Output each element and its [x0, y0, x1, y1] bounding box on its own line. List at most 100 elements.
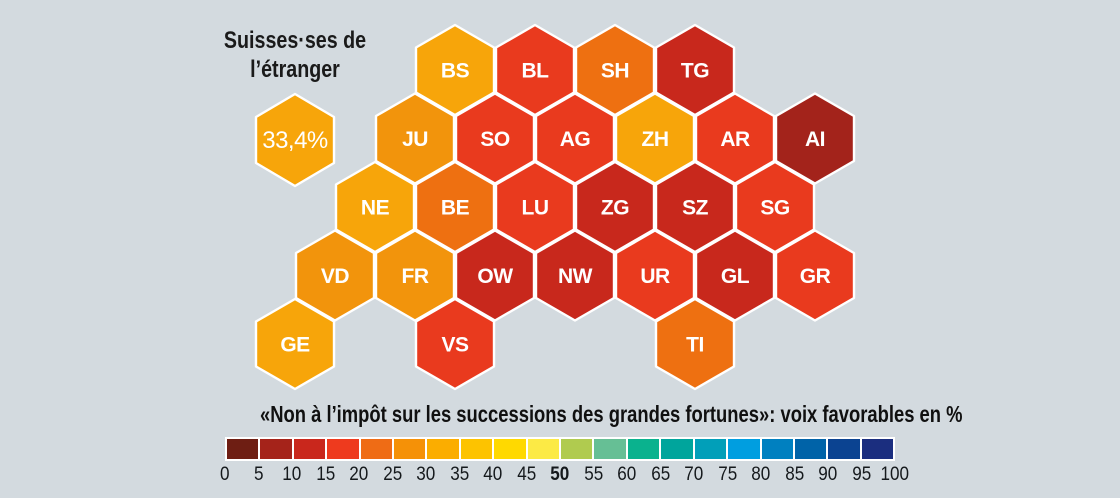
- legend-swatch-10: [561, 439, 593, 459]
- legend-tick-65: 65: [650, 464, 670, 485]
- hex-GE: [254, 297, 336, 391]
- hex-ZH-label: ZH: [642, 128, 669, 151]
- legend-swatch-1: [260, 439, 292, 459]
- legend-swatch-15: [728, 439, 760, 459]
- hex-BE: [414, 160, 496, 254]
- legend-tick-100: 100: [880, 464, 910, 485]
- legend-swatch-0: [227, 439, 259, 459]
- legend-swatch-12: [627, 439, 660, 459]
- hex-AG-label: AG: [560, 128, 591, 151]
- hex-AG: [534, 92, 616, 185]
- hex-BE-label: BE: [441, 197, 470, 220]
- hex-NE-label: NE: [361, 197, 390, 220]
- legend-tick-30: 30: [416, 464, 436, 485]
- hex-UR-label: UR: [640, 265, 670, 288]
- hex-TI-label: TI: [686, 334, 704, 357]
- legend-swatch-14: [694, 439, 727, 459]
- legend-swatch-13: [661, 439, 693, 459]
- legend-tick-75: 75: [717, 464, 737, 485]
- legend-swatch-2: [293, 439, 326, 459]
- hex-SG: [734, 160, 816, 254]
- hex-SZ-label: SZ: [682, 197, 709, 220]
- legend-tick-60: 60: [617, 464, 637, 485]
- hex-OW-label: OW: [477, 265, 513, 288]
- legend-tick-85: 85: [784, 464, 804, 485]
- hex-AI-label: AI: [805, 128, 825, 151]
- hex-SH: [574, 23, 656, 117]
- legend-tick-35: 35: [449, 464, 469, 485]
- color-scale-legend: [225, 437, 895, 461]
- legend-tick-20: 20: [349, 464, 369, 485]
- hex-BS: [414, 23, 496, 117]
- hex-OW: [454, 229, 536, 322]
- legend-tick-70: 70: [684, 464, 704, 485]
- hex-LU-label: LU: [522, 197, 549, 220]
- chart-caption: «Non à l’impôt sur les successions des g…: [260, 401, 963, 427]
- legend-tick-50: 50: [550, 464, 570, 485]
- hex-TG: [654, 23, 736, 117]
- legend-swatch-4: [360, 439, 393, 459]
- hex-ZH: [614, 92, 696, 185]
- annotation-value: 33,4%: [262, 127, 328, 154]
- hex-FR-label: FR: [402, 265, 429, 288]
- hex-BS-label: BS: [441, 60, 470, 83]
- hex-BL-label: BL: [522, 60, 550, 83]
- legend-tick-90: 90: [818, 464, 838, 485]
- hex-AR-label: AR: [720, 128, 750, 151]
- legend-tick-10: 10: [282, 464, 302, 485]
- legend-swatch-8: [494, 439, 526, 459]
- legend-tick-95: 95: [851, 464, 871, 485]
- legend-swatch-18: [828, 439, 860, 459]
- hex-FR: [374, 229, 456, 322]
- legend-tick-15: 15: [315, 464, 335, 485]
- legend-swatch-16: [761, 439, 793, 459]
- annotation-title-line2: l’étranger: [250, 56, 340, 83]
- hex-TG-label: TG: [681, 60, 709, 83]
- hex-ZG-label: ZG: [601, 197, 629, 220]
- annotation-title: Suisses·ses de l’étranger: [188, 26, 401, 84]
- hex-ZG: [574, 160, 656, 254]
- hex-UR: [614, 229, 696, 322]
- hex-AR: [694, 92, 776, 185]
- hex-SG-label: SG: [760, 197, 790, 220]
- hex-GR-label: GR: [800, 265, 831, 288]
- annotation-hexagon: [254, 92, 336, 188]
- hex-TI: [654, 297, 736, 391]
- legend-swatch-11: [594, 439, 626, 459]
- hex-VS-label: VS: [441, 334, 469, 357]
- legend-swatch-19: [861, 439, 894, 459]
- legend-tick-5: 5: [253, 464, 264, 485]
- hex-SZ: [654, 160, 736, 254]
- legend-tick-55: 55: [583, 464, 603, 485]
- color-scale-ticks: 0 5 10 15 20 25 30 35 40 45 50 55 60 65 70 75 80 85 90 95 10…: [208, 464, 912, 486]
- hex-SO: [454, 92, 536, 185]
- hex-JU: [374, 92, 456, 185]
- hex-LU: [494, 160, 576, 254]
- hex-SH-label: SH: [601, 60, 629, 83]
- legend-swatch-7: [460, 439, 493, 459]
- legend-swatch-17: [794, 439, 827, 459]
- legend-swatch-3: [327, 439, 359, 459]
- hex-NW: [534, 229, 616, 322]
- hex-BL: [494, 23, 576, 117]
- legend-swatch-6: [427, 439, 459, 459]
- hex-SO-label: SO: [480, 128, 510, 151]
- legend-tick-0: 0: [219, 464, 230, 485]
- canton-hexes: BS BL SH TG JU SO AG ZH AR AI NE BE LU ZG SZ SG VD FR OW NW…: [254, 23, 856, 391]
- hex-GE-label: GE: [280, 334, 310, 357]
- hex-VD-label: VD: [321, 265, 350, 288]
- hex-GL-label: GL: [721, 265, 750, 288]
- legend-swatch-5: [394, 439, 426, 459]
- hex-NW-label: NW: [558, 265, 593, 288]
- hex-JU-label: JU: [402, 128, 428, 151]
- legend-tick-45: 45: [516, 464, 536, 485]
- hex-GL: [694, 229, 776, 322]
- hex-VS: [414, 297, 496, 391]
- annotation-title-line1: Suisses·ses de: [223, 27, 367, 54]
- legend-tick-80: 80: [751, 464, 771, 485]
- hex-AI: [774, 92, 856, 185]
- hex-VD: [294, 229, 376, 322]
- legend-tick-25: 25: [382, 464, 402, 485]
